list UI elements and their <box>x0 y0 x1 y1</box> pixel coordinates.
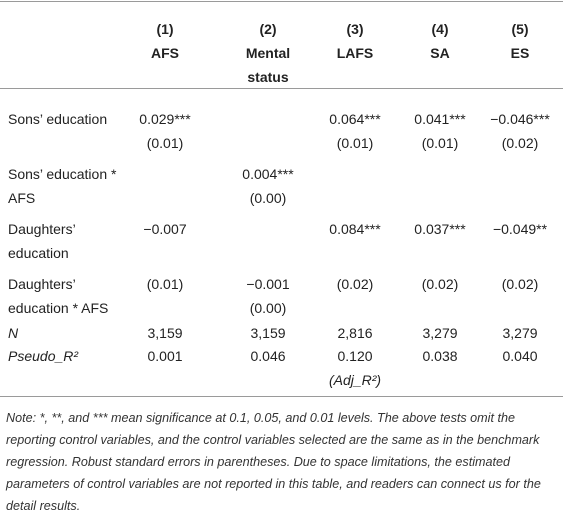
cell-value: 0.001 <box>147 348 183 364</box>
row-label: Pseudo_R² <box>8 348 79 364</box>
cell-value: 3,159 <box>147 325 183 341</box>
cell-value: (0.00) <box>249 300 287 316</box>
table-note: Note: *, **, and *** mean significance a… <box>6 411 541 513</box>
cell-value: 0.064*** <box>329 111 381 127</box>
column-name: AFS <box>151 45 179 61</box>
cell-value: 0.004*** <box>242 166 294 182</box>
row-label: education * AFS <box>8 300 109 316</box>
column-number: (4) <box>431 21 449 37</box>
cell-value: 0.040 <box>502 348 538 364</box>
column-name: Mental <box>245 45 291 61</box>
cell-value: (0.01) <box>336 135 374 151</box>
column-name: status <box>247 69 289 85</box>
cell-value: 0.038 <box>422 348 458 364</box>
column-name: ES <box>510 45 530 61</box>
cell-value: 0.084*** <box>329 221 381 237</box>
cell-value: −0.049** <box>492 221 548 237</box>
cell-value: (0.01) <box>146 276 184 292</box>
row-label: Daughters’ <box>8 221 76 237</box>
cell-value: (0.02) <box>501 135 539 151</box>
cell-value: (0.01) <box>146 135 184 151</box>
cell-value: 2,816 <box>337 325 373 341</box>
header-rule <box>0 88 563 89</box>
row-label: N <box>8 325 19 341</box>
column-number: (3) <box>346 21 364 37</box>
cell-value: 3,279 <box>422 325 458 341</box>
cell-value: 0.041*** <box>414 111 466 127</box>
row-label: education <box>8 245 69 261</box>
column-name: LAFS <box>336 45 374 61</box>
row-label: Sons’ education * <box>8 166 117 182</box>
cell-value: 3,159 <box>250 325 286 341</box>
cell-value: 0.120 <box>337 348 373 364</box>
cell-value: −0.046*** <box>490 111 550 127</box>
cell-value: 0.037*** <box>414 221 466 237</box>
cell-value: (0.00) <box>249 190 287 206</box>
row-label: Daughters’ <box>8 276 76 292</box>
row-label: AFS <box>8 190 36 206</box>
cell-value: 0.029*** <box>139 111 191 127</box>
column-number: (5) <box>511 21 529 37</box>
cell-value: 0.046 <box>250 348 286 364</box>
cell-value: (0.02) <box>336 276 374 292</box>
cell-value: (0.01) <box>421 135 459 151</box>
column-number: (1) <box>156 21 174 37</box>
top-rule <box>0 1 563 2</box>
cell-value: (0.02) <box>421 276 459 292</box>
cell-value: −0.007 <box>143 221 187 237</box>
cell-value: (0.02) <box>501 276 539 292</box>
row-label: Sons’ education <box>8 111 108 127</box>
bottom-rule <box>0 396 563 397</box>
cell-value: (Adj_R²) <box>328 372 382 388</box>
column-number: (2) <box>259 21 277 37</box>
cell-value: 3,279 <box>502 325 538 341</box>
cell-value: −0.001 <box>246 276 290 292</box>
column-name: SA <box>430 45 450 61</box>
